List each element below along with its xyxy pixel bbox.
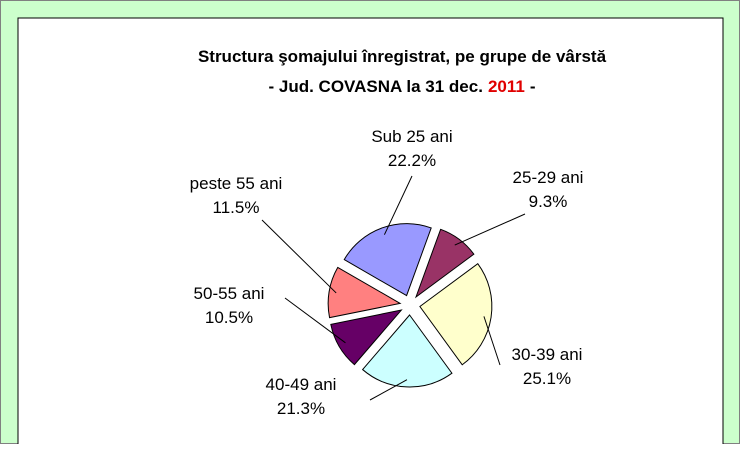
pie-slice: [419, 263, 493, 366]
leader-line: [284, 297, 346, 344]
leader-line: [483, 316, 501, 366]
slice-value-label: 22.2%: [388, 151, 436, 170]
chart-subtitle: - Jud. COVASNA la 31 dec. 2011-: [268, 77, 535, 96]
slice-label: 30-39 ani: [512, 345, 583, 364]
slice-value-label: 10.5%: [205, 308, 253, 327]
pie-slice: [414, 228, 475, 299]
slice-label: 40-49 ani: [266, 375, 337, 394]
leader-line: [369, 379, 408, 401]
pie-slice: [343, 223, 432, 297]
slice-label: 25-29 ani: [513, 168, 584, 187]
slice-value-label: 21.3%: [277, 399, 325, 418]
subtitle-year: 2011: [488, 77, 525, 96]
leader-line: [261, 219, 337, 294]
slice-value-label: 11.5%: [213, 198, 260, 217]
slice-label: peste 55 ani: [190, 174, 283, 193]
pie-slice: [327, 266, 402, 319]
leader-line: [383, 175, 413, 235]
chart-title: Structura şomajului înregistrat, pe grup…: [198, 47, 607, 66]
slice-value-label: 25.1%: [523, 369, 571, 388]
subtitle-part: -: [530, 77, 536, 96]
slice-label: 50-55 ani: [194, 284, 265, 303]
slice-label: Sub 25 ani: [371, 127, 452, 146]
pie-slice: [330, 309, 403, 366]
leader-line: [454, 213, 526, 246]
pie-slice: [361, 314, 453, 388]
subtitle-part: - Jud. COVASNA la 31 dec.: [268, 77, 482, 96]
slice-value-label: 9.3%: [529, 192, 568, 211]
